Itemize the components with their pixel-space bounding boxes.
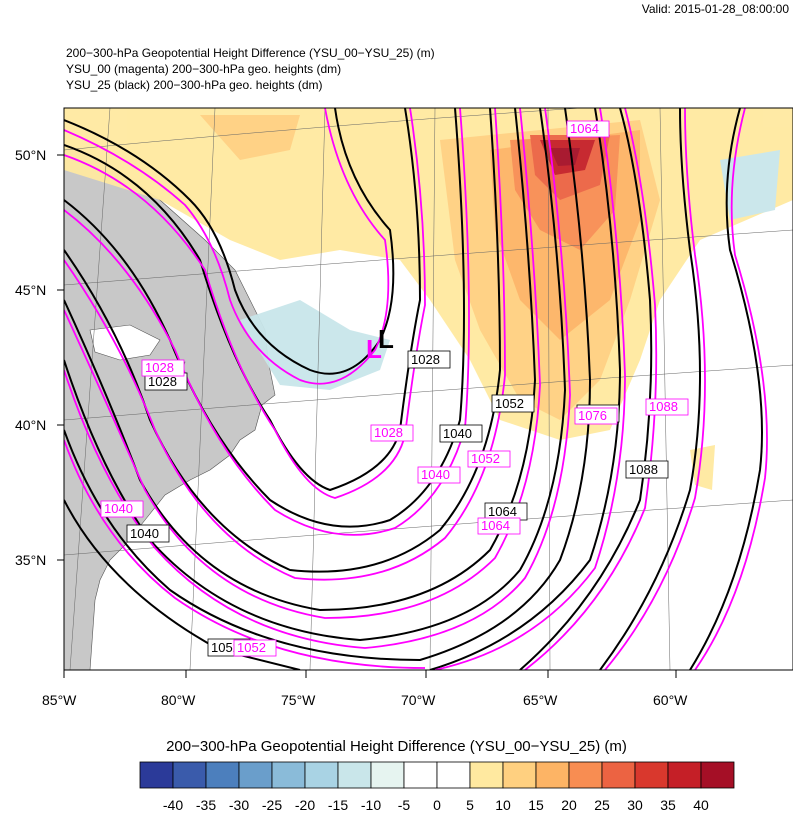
magenta-label: 1040 — [104, 501, 133, 516]
colorbar-label: -40 — [163, 797, 183, 813]
latitude-axis: 50°N 45°N 40°N 35°N — [15, 147, 64, 568]
colorbar-label: -10 — [361, 797, 381, 813]
colorbar-title: 200−300-hPa Geopotential Height Differen… — [166, 738, 627, 755]
colorbar-label: 35 — [660, 797, 676, 813]
colorbar-label: 0 — [433, 797, 441, 813]
black-label: 1088 — [629, 462, 658, 477]
colorbar-label: 25 — [594, 797, 610, 813]
lon-label: 80°W — [161, 692, 196, 708]
lat-label: 35°N — [15, 552, 46, 568]
colorbar-swatch — [172, 761, 207, 789]
black-label: 1052 — [495, 396, 524, 411]
lon-label: 70°W — [401, 692, 436, 708]
colorbar-swatch — [634, 761, 669, 789]
lon-label: 85°W — [42, 692, 77, 708]
magenta-label: 1052 — [471, 451, 500, 466]
low-marker-magenta: L — [366, 334, 382, 364]
colorbar-label: -25 — [262, 797, 282, 813]
colorbar-swatch — [238, 761, 273, 789]
lat-label: 45°N — [15, 282, 46, 298]
title-magenta: YSU_00 (magenta) 200−300-hPa geo. height… — [66, 62, 342, 76]
lon-label: 60°W — [653, 692, 688, 708]
lat-label: 40°N — [15, 417, 46, 433]
black-label: 1040 — [443, 426, 472, 441]
black-height-contours — [64, 108, 763, 670]
magenta-label: 1064 — [481, 518, 510, 533]
black-label: 1052 — [211, 640, 240, 655]
magenta-label: 1088 — [649, 399, 678, 414]
colorbar-label: -35 — [196, 797, 216, 813]
plot-titles: 200−300-hPa Geopotential Height Differen… — [66, 45, 435, 93]
black-label: 1028 — [411, 352, 440, 367]
black-label: 1064 — [488, 504, 517, 519]
colorbar-label: -15 — [328, 797, 348, 813]
colorbar-swatch — [601, 761, 636, 789]
colorbar-label: 15 — [528, 797, 544, 813]
map-area — [64, 108, 793, 670]
colorbar-swatch — [337, 761, 372, 789]
colorbar-label: -5 — [398, 797, 411, 813]
magenta-label: 1028 — [374, 425, 403, 440]
colorbar-swatch — [205, 761, 240, 789]
colorbar-swatch — [370, 761, 405, 789]
colorbar-swatch — [535, 761, 570, 789]
valid-time: Valid: 2015-01-28_08:00:00 — [641, 2, 789, 16]
colorbar-label: 40 — [693, 797, 709, 813]
colorbar-swatch — [403, 761, 438, 789]
lon-label: 75°W — [281, 692, 316, 708]
black-label: 1028 — [148, 374, 177, 389]
magenta-label: 1028 — [145, 360, 174, 375]
magenta-label: 1076 — [578, 408, 607, 423]
colorbar: -40 -35 -30 -25 -20 -15 -10 -5 0 5 10 15 20 25 30 35 40 — [139, 761, 735, 813]
colorbar-swatch — [139, 761, 174, 789]
low-marker-black: L — [378, 324, 394, 354]
colorbar-label: -20 — [295, 797, 315, 813]
colorbar-label: -30 — [229, 797, 249, 813]
colorbar-label: 5 — [466, 797, 474, 813]
colorbar-swatch — [568, 761, 603, 789]
magenta-label: 1064 — [570, 121, 599, 136]
colorbar-swatch — [667, 761, 702, 789]
colorbar-label: 20 — [561, 797, 577, 813]
colorbar-swatch — [436, 761, 471, 789]
black-label: 1040 — [130, 526, 159, 541]
title-difference: 200−300-hPa Geopotential Height Differen… — [66, 46, 435, 60]
colorbar-swatch — [700, 761, 735, 789]
colorbar-label: 10 — [495, 797, 511, 813]
colorbar-swatch — [502, 761, 537, 789]
lon-label: 65°W — [523, 692, 558, 708]
map-frame — [63, 107, 793, 671]
magenta-label: 1052 — [237, 640, 266, 655]
longitude-axis: 85°W 80°W 75°W 70°W 65°W 60°W — [42, 670, 688, 708]
colorbar-swatch — [304, 761, 339, 789]
title-black: YSU_25 (black) 200−300-hPa geo. heights … — [66, 78, 323, 92]
lat-label: 50°N — [15, 147, 46, 163]
colorbar-label: 30 — [627, 797, 643, 813]
colorbar-swatch — [271, 761, 306, 789]
magenta-contour-labels: 1028 1028 1040 1040 1052 1064 1064 1076 … — [100, 120, 689, 657]
magenta-label: 1040 — [421, 467, 450, 482]
colorbar-swatch — [469, 761, 504, 789]
